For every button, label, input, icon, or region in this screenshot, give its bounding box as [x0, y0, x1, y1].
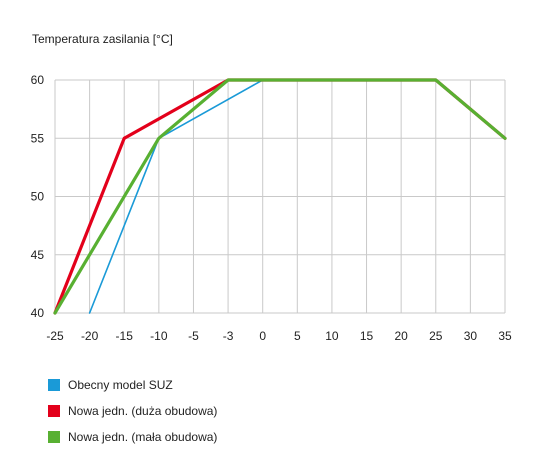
legend-item: Nowa jedn. (mała obudowa): [48, 424, 217, 450]
y-tick-label: 40: [31, 306, 45, 320]
legend-item: Obecny model SUZ: [48, 372, 217, 398]
chart-series: [53, 78, 507, 315]
x-tick-label: 35: [498, 329, 512, 343]
legend-swatch: [48, 405, 60, 417]
y-tick-label: 60: [31, 73, 45, 87]
x-tick-label: 0: [259, 329, 266, 343]
series-line-3: [53, 78, 507, 315]
x-tick-label: -20: [81, 329, 99, 343]
y-axis-label: Temperatura zasilania [°C]: [32, 32, 173, 46]
x-tick-label: 10: [325, 329, 339, 343]
x-tick-label: -5: [188, 329, 199, 343]
legend-label: Obecny model SUZ: [68, 378, 173, 392]
chart-grid: [54, 79, 506, 314]
y-tick-label: 45: [31, 248, 45, 262]
line-chart: Temperatura zasilania [°C] -25 -20 -15 -10-…: [31, 32, 512, 343]
x-tick-label: 30: [464, 329, 478, 343]
x-tick-label: 20: [394, 329, 408, 343]
legend-swatch: [48, 431, 60, 443]
y-tick-label: 50: [31, 190, 45, 204]
x-tick-label: -10: [150, 329, 168, 343]
x-tick-label: 5: [294, 329, 301, 343]
x-tick-label: -15: [116, 329, 134, 343]
x-tick-label: -3: [223, 329, 234, 343]
legend: Obecny model SUZ Nowa jedn. (duża obudowa…: [48, 372, 217, 450]
x-tick-label: 15: [360, 329, 374, 343]
legend-swatch: [48, 379, 60, 391]
y-axis-ticks: 40 45 50 55 60: [31, 73, 45, 320]
legend-label: Nowa jedn. (mała obudowa): [68, 430, 218, 444]
legend-label: Nowa jedn. (duża obudowa): [68, 404, 218, 418]
x-tick-label: 25: [429, 329, 443, 343]
y-tick-label: 55: [31, 131, 45, 145]
x-axis-ticks: -25 -20 -15 -10 -5 -3 0 5 10 15 20 25 30 35: [46, 329, 512, 343]
x-tick-label: -25: [46, 329, 64, 343]
legend-item: Nowa jedn. (duża obudowa): [48, 398, 217, 424]
